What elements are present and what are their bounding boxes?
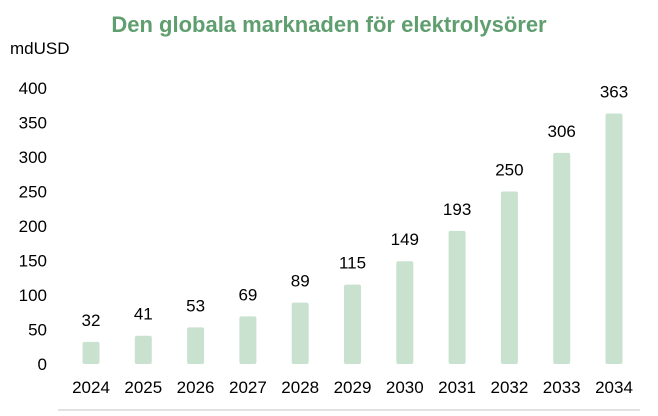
data-labels: 32 41 53 69 89 115 149 193 250 306 363 <box>82 83 629 330</box>
y-axis-unit-label: mdUSD <box>10 39 70 58</box>
x-tick-label: 2025 <box>124 378 162 397</box>
y-tick-label: 150 <box>19 252 47 271</box>
bar <box>553 152 571 364</box>
y-tick-label: 300 <box>19 148 47 167</box>
bar <box>82 341 100 364</box>
data-label: 363 <box>600 83 628 102</box>
y-tick-label: 100 <box>19 286 47 305</box>
x-tick-label: 2033 <box>543 378 581 397</box>
x-tick-label: 2034 <box>595 378 633 397</box>
data-label: 149 <box>391 230 419 249</box>
bar <box>291 302 309 364</box>
x-tick-label: 2031 <box>438 378 476 397</box>
x-axis: 2024 2025 2026 2027 2028 2029 2030 2031 2032 2033… <box>72 378 633 397</box>
bar <box>187 327 205 364</box>
data-label: 115 <box>339 254 366 273</box>
bar <box>605 113 623 364</box>
data-label: 306 <box>548 122 576 141</box>
x-tick-label: 2026 <box>177 378 215 397</box>
y-tick-label: 250 <box>19 183 47 202</box>
bar <box>448 230 466 364</box>
x-tick-label: 2027 <box>229 378 267 397</box>
bar-series <box>82 113 623 364</box>
data-label: 41 <box>134 305 153 324</box>
y-tick-label: 400 <box>19 79 47 98</box>
y-tick-label: 200 <box>19 217 47 236</box>
data-label: 89 <box>291 272 310 291</box>
x-tick-label: 2024 <box>72 378 110 397</box>
y-tick-label: 50 <box>28 321 47 340</box>
data-label: 193 <box>443 200 471 219</box>
x-tick-label: 2029 <box>334 378 372 397</box>
data-label: 250 <box>495 161 523 180</box>
y-tick-label: 0 <box>38 355 47 374</box>
y-axis: 0 50 100 150 200 250 300 350 400 <box>19 79 47 374</box>
x-tick-label: 2028 <box>281 378 319 397</box>
y-tick-label: 350 <box>19 114 47 133</box>
bar <box>344 284 361 364</box>
x-tick-label: 2030 <box>386 378 424 397</box>
bar <box>239 316 257 364</box>
bar <box>396 261 414 364</box>
bar <box>500 191 518 364</box>
bar <box>134 335 152 364</box>
chart-title: Den globala marknaden för elektrolysörer <box>111 12 547 37</box>
data-label: 53 <box>186 296 205 315</box>
x-tick-label: 2032 <box>490 378 528 397</box>
data-label: 69 <box>238 285 257 304</box>
data-label: 32 <box>82 311 101 330</box>
